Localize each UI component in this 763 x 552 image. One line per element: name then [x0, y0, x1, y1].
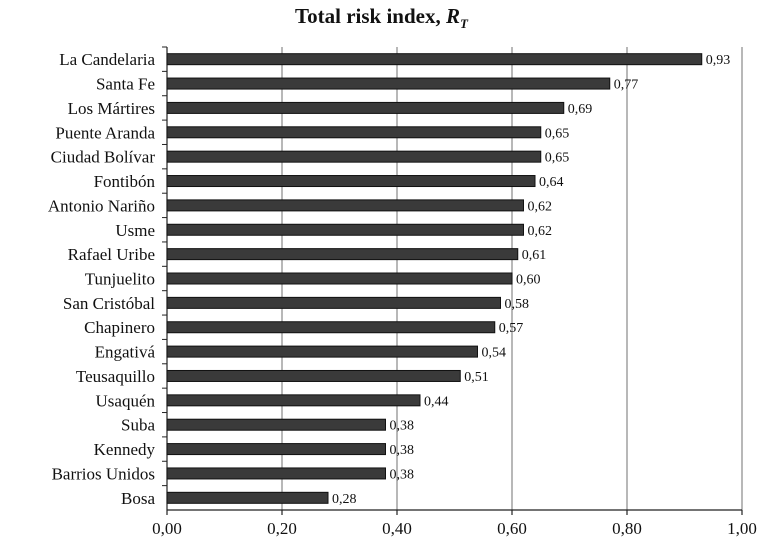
bar	[166, 101, 565, 114]
chart-title-variable: R	[445, 4, 460, 28]
x-tick-label: 0,20	[267, 519, 297, 538]
category-label: La Candelaria	[59, 50, 155, 69]
category-label: Rafael Uribe	[68, 245, 155, 264]
category-label: Chapinero	[84, 318, 155, 337]
data-label: 0,54	[482, 346, 507, 361]
category-label: Barrios Unidos	[52, 464, 155, 483]
bar	[166, 199, 524, 212]
category-label: Tunjuelito	[85, 270, 155, 289]
bar	[166, 248, 519, 261]
bar	[166, 175, 536, 188]
bar	[166, 443, 386, 456]
chart-title: Total risk index, RT	[0, 4, 763, 32]
data-label: 0,77	[614, 78, 639, 93]
bar	[166, 77, 611, 90]
category-label: Los Mártires	[68, 99, 155, 118]
category-label: Bosa	[121, 489, 155, 508]
category-label: Antonio Nariño	[48, 196, 155, 215]
category-label: Usme	[115, 221, 155, 240]
category-label: Santa Fe	[96, 75, 155, 94]
data-label: 0,38	[390, 419, 415, 434]
category-label: Ciudad Bolívar	[51, 148, 156, 167]
data-label: 0,51	[464, 370, 489, 385]
bar	[166, 491, 329, 504]
data-label: 0,93	[706, 53, 731, 68]
bar	[166, 53, 703, 66]
category-label: Suba	[121, 416, 155, 435]
bar	[166, 223, 524, 236]
data-label: 0,65	[545, 151, 570, 166]
data-label: 0,38	[390, 443, 415, 458]
bar	[166, 467, 386, 480]
category-label: Puente Aranda	[55, 123, 155, 142]
data-label: 0,69	[568, 102, 593, 117]
data-label: 0,61	[522, 248, 547, 263]
data-label: 0,38	[390, 467, 415, 482]
bar	[166, 150, 542, 163]
category-label: Engativá	[95, 343, 156, 362]
category-label: Teusaquillo	[76, 367, 155, 386]
data-label: 0,60	[516, 273, 541, 288]
bar	[166, 296, 501, 309]
category-label: San Cristóbal	[63, 294, 155, 313]
bar	[166, 321, 496, 334]
x-tick-label: 1,00	[727, 519, 757, 538]
x-tick-label: 0,60	[497, 519, 527, 538]
data-label: 0,62	[528, 224, 553, 239]
category-label: Fontibón	[94, 172, 156, 191]
category-label: Kennedy	[94, 440, 156, 459]
category-label: Usaquén	[96, 391, 156, 410]
x-tick-label: 0,00	[152, 519, 182, 538]
bar	[166, 369, 461, 382]
data-label: 0,64	[539, 175, 564, 190]
bar	[166, 418, 386, 431]
bar	[166, 272, 513, 285]
data-label: 0,58	[505, 297, 530, 312]
data-label: 0,28	[332, 492, 357, 507]
data-label: 0,57	[499, 321, 524, 336]
bar	[166, 394, 421, 407]
x-tick-label: 0,40	[382, 519, 412, 538]
data-label: 0,44	[424, 394, 449, 409]
chart-title-subscript: T	[460, 16, 468, 32]
bar	[166, 126, 542, 139]
data-label: 0,62	[528, 199, 553, 214]
bar	[166, 345, 478, 358]
chart-title-text: Total risk index,	[295, 4, 446, 28]
x-tick-label: 0,80	[612, 519, 642, 538]
data-label: 0,65	[545, 126, 570, 141]
